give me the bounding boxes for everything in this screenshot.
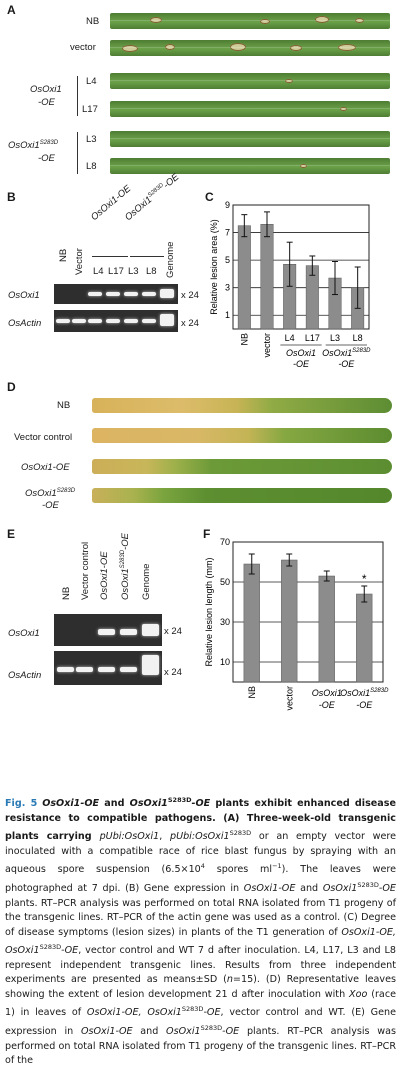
panelE-lane-label: NB — [61, 586, 72, 600]
panelA-group1-bracket — [77, 76, 78, 116]
panelD-leaf-nb — [92, 398, 392, 413]
panelB-lane-label: L4 — [93, 266, 104, 277]
panelB-lane-label: Vector — [74, 248, 85, 275]
panelA-leaf-l8 — [110, 158, 390, 174]
x-tick-label: vector — [262, 333, 272, 358]
group-label-suffix: -OE — [293, 359, 310, 369]
panelB-gene2-label: OsActin — [8, 318, 42, 329]
x-tick-label: OsOxi1S283D — [340, 688, 389, 698]
panelB-lane-label: NB — [58, 248, 69, 262]
panelB-lane-label: Genome — [165, 241, 176, 278]
chart-f: 10 30 50 70 Relative lesion length (mm) NB vec… — [204, 537, 389, 711]
panelA-row-label: NB — [86, 16, 100, 27]
panelA-row-label: vector — [70, 42, 96, 53]
bar — [237, 225, 251, 330]
group-label: OsOxi1S283D — [322, 348, 371, 358]
x-tick-label-suffix: -OE — [319, 700, 336, 710]
panelD-leaf-s283d — [92, 488, 392, 503]
y-tick-label: 30 — [220, 617, 230, 627]
panelA-group2-bracket — [77, 132, 78, 174]
significance-star: * — [362, 572, 367, 586]
y-tick-label: 70 — [220, 537, 230, 547]
panelA-row-label: L17 — [82, 104, 98, 115]
y-tick-label: 50 — [220, 577, 230, 587]
panelA-group1-line1: OsOxi1 — [30, 84, 62, 95]
panelA-row-label: L3 — [86, 134, 97, 145]
panelB-lane-label: L17 — [108, 266, 124, 277]
panel-label-c: C — [205, 190, 214, 204]
panelE-lane-label: Vector control — [80, 541, 91, 600]
panelD-row-label: OsOxi1-OE — [21, 462, 70, 473]
x-tick-label: L4 — [285, 333, 295, 343]
panelB-lane-label: L3 — [128, 266, 139, 277]
panelA-leaf-nb — [110, 13, 390, 29]
y-tick-label: 10 — [220, 657, 230, 667]
bar — [318, 575, 335, 683]
panelB-cycles1: x 24 — [181, 290, 199, 301]
panelA-leaf-l3 — [110, 131, 390, 147]
panelA-leaf-l17 — [110, 101, 390, 117]
panelE-gel-oxi1 — [54, 614, 162, 646]
figure-caption: Fig. 5 OsOxi1-OE and OsOxi1S283D-OE plan… — [5, 796, 397, 1067]
y-axis-label: Relative lesion area (%) — [209, 219, 219, 315]
panelE-gel-actin — [54, 651, 162, 685]
panel-label-b: B — [7, 190, 16, 204]
panelA-leaf-l4 — [110, 73, 390, 89]
panelD-row-label: NB — [57, 400, 71, 411]
y-axis-label: Relative lesion length (mm) — [204, 557, 214, 666]
panelE-lane-label: OsOxi1-OE — [99, 551, 110, 600]
panelB-cycles2: x 24 — [181, 318, 199, 329]
panelD-row-label-suffix: -OE — [42, 500, 59, 511]
x-tick-label: L3 — [330, 333, 340, 343]
panelA-group2-line1: OsOxi1S283D — [8, 140, 59, 152]
panelB-gel-actin — [54, 310, 178, 332]
plot-frame — [232, 204, 370, 330]
panel-label-e: E — [7, 527, 16, 541]
panelA-group2-line2: -OE — [38, 153, 55, 164]
panelB-group-s283d-label: OsOxi1S283D-OE — [122, 171, 182, 224]
bar — [281, 559, 298, 683]
group-label: OsOxi1 — [286, 348, 316, 358]
panel-label-d: D — [7, 380, 16, 394]
panel-label-f: F — [203, 527, 211, 541]
chart-c: 1 3 5 7 9 Relative lesion area (%) NB vector L4 L… — [209, 200, 371, 369]
panelA-row-label: L4 — [86, 76, 97, 87]
panelD-leaf-vector — [92, 428, 392, 443]
group-label-suffix: -OE — [338, 359, 355, 369]
panelB-gene1-label: OsOxi1 — [8, 290, 40, 301]
y-tick-label: 3 — [225, 283, 230, 293]
panelE-cycles1: x 24 — [164, 626, 182, 637]
panelE-lane-label: Genome — [141, 563, 152, 600]
bar — [260, 224, 274, 330]
panelE-lane-label: OsOxi1S283D-OE — [120, 533, 132, 600]
panelD-row-label: OsOxi1S283D — [25, 488, 76, 500]
panel-label-a: A — [7, 3, 16, 17]
y-tick-label: 7 — [225, 228, 230, 238]
panelB-group-oe-line — [92, 256, 128, 257]
panelE-cycles2: x 24 — [164, 667, 182, 678]
panelA-row-label: L8 — [86, 161, 97, 172]
panelB-group-s283d-line — [130, 256, 164, 257]
x-tick-label: NB — [239, 333, 249, 346]
panelD-row-label: Vector control — [14, 432, 73, 443]
bar — [356, 593, 373, 683]
x-tick-label: NB — [247, 686, 257, 699]
y-tick-label: 5 — [225, 255, 230, 265]
panelA-leaf-vector — [110, 40, 390, 56]
panelE-gene1-label: OsOxi1 — [8, 628, 40, 639]
y-tick-label: 9 — [225, 200, 230, 210]
panelB-gel-oxi1 — [54, 284, 178, 304]
x-tick-label: OsOxi1 — [312, 688, 342, 698]
x-tick-label-suffix: -OE — [356, 700, 373, 710]
x-tick-label: vector — [284, 686, 294, 711]
panelB-lane-label: L8 — [146, 266, 157, 277]
y-tick-label: 1 — [225, 310, 230, 320]
caption-fig-number: Fig. 5 — [5, 798, 38, 810]
x-tick-label: L8 — [353, 333, 363, 343]
panelA-group1-line2: -OE — [38, 97, 55, 108]
bar — [243, 563, 260, 683]
panelE-gene2-label: OsActin — [8, 670, 42, 681]
x-tick-label: L17 — [305, 333, 320, 343]
panelD-leaf-oe — [92, 459, 392, 474]
